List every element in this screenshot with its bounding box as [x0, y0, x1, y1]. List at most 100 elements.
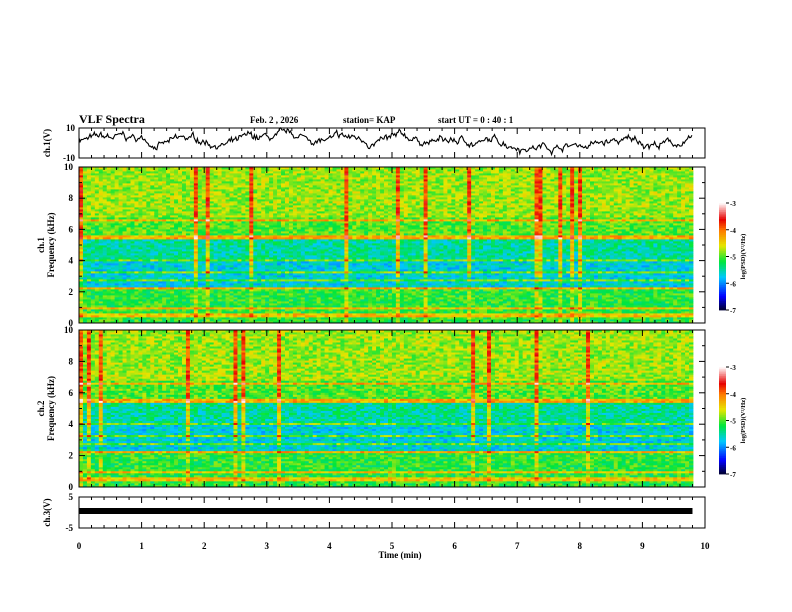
spectrogram-cell: [185, 189, 191, 192]
spectrogram-cell: [98, 193, 104, 196]
spectrogram-cell: [185, 197, 191, 200]
spectrogram-cell: [197, 187, 203, 190]
spectrogram-cell: [225, 287, 230, 290]
spectrogram-cell: [110, 315, 116, 318]
spectrogram-cell: [189, 295, 195, 298]
spectrogram-cell: [134, 283, 139, 286]
spectrogram-cell: [201, 249, 207, 252]
spectrogram-cell: [82, 269, 88, 272]
spectrogram-cell: [189, 199, 195, 202]
spectrogram-cell: [134, 277, 139, 280]
spectrogram-cell: [79, 255, 84, 258]
spectrogram-cell: [193, 223, 199, 226]
spectrogram-cell: [237, 205, 242, 208]
spectrogram-cell: [94, 285, 100, 288]
spectrogram-cell: [158, 319, 163, 322]
spectrogram-cell: [90, 237, 96, 240]
spectrogram-cell: [138, 293, 143, 296]
spectrogram-cell: [158, 167, 163, 170]
spectrogram-cell: [106, 277, 112, 280]
spectrogram-cell: [122, 277, 127, 280]
spectrogram-cell: [154, 229, 159, 232]
spectrogram-cell: [178, 183, 183, 186]
spectrogram-cell: [94, 275, 100, 278]
spectrogram-cell: [118, 173, 123, 176]
spectrogram-cell: [82, 279, 88, 282]
spectrogram-cell: [205, 197, 211, 200]
spectrogram-cell: [166, 239, 171, 242]
spectrogram-cell: [82, 235, 88, 238]
spectrogram-cell: [229, 303, 234, 306]
spectrogram-cell: [110, 215, 116, 218]
spectrogram-cell: [86, 205, 92, 208]
spectrogram-cell: [114, 233, 120, 236]
spectrogram-cell: [221, 215, 226, 218]
spectrogram-cell: [126, 281, 131, 284]
spectrogram-cell: [209, 235, 215, 238]
spectrogram-cell: [118, 299, 123, 302]
spectrogram-cell: [154, 279, 159, 282]
spectrogram-cell: [221, 271, 226, 274]
spectrogram-cell: [201, 311, 207, 314]
spectrogram-cell: [181, 275, 187, 278]
spectrogram-cell: [79, 217, 84, 220]
spectrogram-cell: [201, 227, 207, 230]
spectrogram-cell: [166, 289, 171, 292]
spectrogram-cell: [102, 279, 108, 282]
spectrogram-cell: [102, 251, 108, 254]
spectrogram-cell: [102, 269, 108, 272]
spectrogram-cell: [154, 203, 159, 206]
spectrogram-cell: [178, 201, 183, 204]
spectrogram-cell: [201, 221, 207, 224]
spectrogram-cell: [114, 241, 120, 244]
spectrogram-cell: [150, 279, 155, 282]
spectrogram-cell: [122, 311, 127, 314]
spectrogram-cell: [90, 285, 96, 288]
spectrogram-cell: [146, 249, 151, 252]
spectrogram-cell: [142, 245, 147, 248]
spectrogram-cell: [237, 239, 242, 242]
spectrogram-cell: [82, 203, 88, 206]
spectrogram-cell: [118, 287, 123, 290]
spectrogram-cell: [162, 321, 167, 324]
spectrogram-cell: [217, 277, 223, 280]
spectrogram-cell: [106, 239, 112, 242]
spectrogram-cell: [142, 277, 147, 280]
spectrogram-cell: [114, 257, 120, 260]
spectrogram-cell: [162, 313, 167, 316]
spectrogram-cell: [233, 293, 238, 296]
spectrogram-cell: [166, 187, 171, 190]
spectrogram-cell: [225, 259, 230, 262]
spectrogram-cell: [201, 253, 207, 256]
spectrogram-cell: [154, 261, 159, 264]
spectrogram-cell: [209, 285, 215, 288]
spectrogram-cell: [142, 229, 147, 232]
spectrogram-cell: [225, 191, 230, 194]
spectrogram-cell: [118, 313, 123, 316]
spectrogram-cell: [217, 279, 223, 282]
spectrogram-cell: [94, 195, 100, 198]
spectrogram-cell: [94, 211, 100, 214]
spectrogram-cell: [237, 281, 242, 284]
spectrogram-cell: [189, 235, 195, 238]
spectrogram-cell: [79, 289, 84, 292]
spectrogram-cell: [201, 187, 207, 190]
spectrogram-cell: [229, 253, 234, 256]
spectrogram-cell: [233, 243, 238, 246]
spectrogram-cell: [118, 307, 123, 310]
spectrogram-cell: [154, 309, 159, 312]
spectrogram-cell: [134, 279, 139, 282]
spectrogram-cell: [213, 259, 219, 262]
spectrogram-cell: [162, 299, 167, 302]
spectrogram-cell: [86, 171, 92, 174]
spectrogram-cell: [201, 279, 207, 282]
spectrogram-cell: [82, 267, 88, 270]
spectrogram-cell: [189, 223, 195, 226]
spectrogram-cell: [205, 209, 211, 212]
spectrogram-cell: [237, 259, 242, 262]
spectrogram-cell: [158, 295, 163, 298]
spectrogram-cell: [122, 265, 127, 268]
spectrogram-cell: [94, 223, 100, 226]
spectrogram-cell: [217, 315, 223, 318]
